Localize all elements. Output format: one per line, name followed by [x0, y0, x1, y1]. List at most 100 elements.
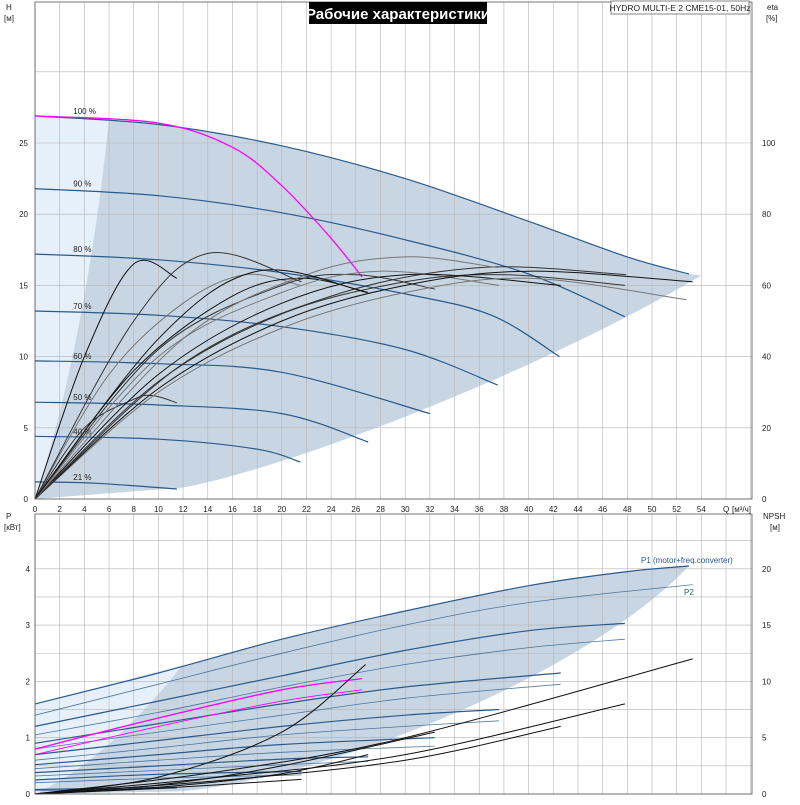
flow-tick-label: 54	[697, 505, 706, 514]
flow-tick-label: 42	[549, 505, 558, 514]
flow-tick-label: 38	[499, 505, 508, 514]
speed-label: 90 %	[73, 180, 91, 189]
p1-curve	[34, 565, 690, 705]
efficiency-curve	[34, 394, 178, 500]
flow-tick-label: 24	[327, 505, 336, 514]
efficiency-curve	[34, 274, 625, 500]
head-curve	[34, 401, 369, 443]
flow-tick-label: 6	[107, 505, 112, 514]
eta-axis-label: eta	[767, 3, 779, 12]
power-tick-label: 4	[26, 565, 31, 574]
eta-tick-label: 40	[762, 353, 771, 362]
duty-power-curve	[34, 677, 363, 750]
speed-label: 50 %	[73, 393, 91, 402]
npsh-axis-label: NPSH	[763, 512, 785, 521]
head-tick-label: 25	[19, 139, 28, 148]
speed-label: 70 %	[73, 302, 91, 311]
axes-group: 0 2 4 6 8 10 12 14 16 18 20 22 24 26 28 30 32 34 36 38 40 42 4…	[19, 1, 776, 799]
head-axis-unit: [м]	[4, 14, 14, 23]
power-plot-frame	[34, 513, 753, 795]
p2-curve	[34, 720, 500, 761]
flow-tick-label: 36	[475, 505, 484, 514]
p2-label: P2	[684, 588, 694, 597]
flow-tick-label: 16	[228, 505, 237, 514]
power-tick-label: 1	[26, 734, 31, 743]
head-light-area	[35, 115, 110, 499]
flow-axis-label: Q	[723, 505, 729, 514]
flow-tick-label: 22	[302, 505, 311, 514]
npsh-tick-label: 0	[762, 790, 767, 799]
p2-curve	[34, 745, 435, 770]
p2-curve	[34, 683, 561, 750]
flow-tick-label: 30	[401, 505, 410, 514]
p1-label: P1 (motor+freq.converter)	[641, 556, 733, 565]
flow-tick-label: 2	[57, 505, 62, 514]
npsh-curve	[34, 658, 693, 795]
head-operating-area	[35, 115, 702, 500]
head-curve	[34, 435, 301, 463]
eta-tick-label: 60	[762, 281, 771, 290]
npsh-curve	[34, 703, 626, 795]
flow-tick-label: 0	[33, 505, 38, 514]
flow-tick-label: 52	[672, 505, 681, 514]
speed-label: 80 %	[73, 245, 91, 254]
speed-label: 21 %	[73, 473, 91, 482]
duty-curve	[34, 115, 363, 278]
p1-curve	[34, 672, 561, 744]
grid-group	[34, 2, 752, 795]
npsh-tick-label: 20	[762, 565, 771, 574]
head-tick-label: 10	[19, 353, 28, 362]
speed-label: 60 %	[73, 352, 91, 361]
power-tick-label: 3	[26, 621, 31, 630]
flow-tick-label: 26	[351, 505, 360, 514]
speed-label: 100 %	[73, 107, 96, 116]
head-tick-label: 0	[24, 495, 29, 504]
flow-tick-label: 8	[131, 505, 136, 514]
power-tick-label: 0	[26, 790, 31, 799]
npsh-tick-label: 15	[762, 621, 771, 630]
model-box	[610, 0, 750, 15]
title-background	[309, 2, 487, 24]
curves-group: 100 % 90 % 80 % 70 % 60 % 50 % 40 % 21 %	[34, 107, 693, 795]
p1-curve	[34, 708, 500, 756]
chart-title: Рабочие характеристики	[306, 6, 490, 23]
head-tick-label: 15	[19, 281, 28, 290]
npsh-tick-label: 10	[762, 677, 771, 686]
npsh-axis-unit: [м]	[770, 523, 780, 532]
efficiency-curve	[34, 266, 627, 500]
eta-axis-unit: [%]	[766, 14, 778, 23]
head-area-group	[35, 115, 702, 500]
npsh-tick-label: 5	[762, 734, 767, 743]
duty-power-curve	[34, 689, 363, 756]
efficiency-curve	[34, 277, 687, 500]
flow-tick-label: 34	[450, 505, 459, 514]
flow-tick-label: 10	[154, 505, 163, 514]
head-curve	[34, 360, 431, 415]
flow-tick-label: 32	[425, 505, 434, 514]
efficiency-curve	[34, 269, 367, 500]
efficiency-curve	[34, 270, 693, 500]
flow-tick-label: 46	[598, 505, 607, 514]
head-tick-label: 20	[19, 210, 28, 219]
efficiency-curve	[34, 251, 302, 500]
p2-curve	[34, 760, 369, 777]
flow-axis-unit: [м³/ч]	[732, 505, 751, 514]
efficiency-curve	[34, 270, 500, 500]
efficiency-curve	[34, 256, 498, 500]
p1-curve	[34, 756, 369, 774]
eta-tick-label: 20	[762, 424, 771, 433]
head-tick-label: 5	[24, 424, 29, 433]
power-tick-label: 2	[26, 677, 31, 686]
power-operating-area	[35, 566, 689, 794]
flow-tick-label: 50	[648, 505, 657, 514]
efficiency-curve	[34, 273, 301, 500]
efficiency-curve	[34, 259, 178, 500]
flow-tick-label: 14	[203, 505, 212, 514]
eta-tick-label: 100	[762, 139, 776, 148]
eta-tick-label: 80	[762, 210, 771, 219]
head-axis-label: H	[6, 3, 12, 12]
p1-curve	[34, 622, 625, 727]
p2-curve	[34, 638, 625, 736]
